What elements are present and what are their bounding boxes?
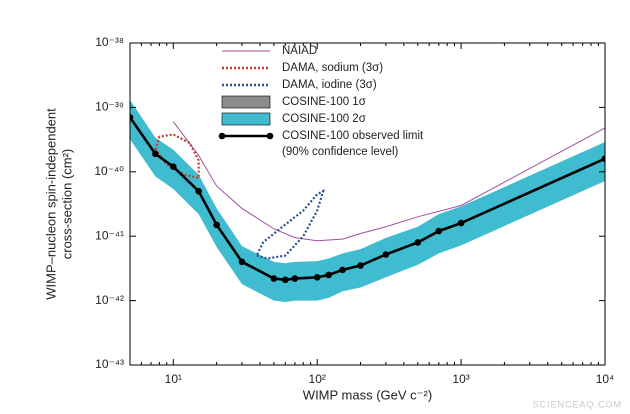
y-tick-label: 10⁻⁴²: [95, 293, 124, 307]
legend-label: NAIAD: [282, 45, 317, 57]
data-point: [325, 271, 332, 279]
x-tick-label: 10⁴: [596, 372, 615, 386]
data-point: [270, 275, 278, 282]
legend-label: COSINE-100 2σ: [282, 113, 366, 125]
data-point: [281, 276, 289, 284]
data-point: [291, 275, 299, 282]
data-point: [238, 258, 246, 266]
data-point: [170, 163, 177, 171]
data-line: [172, 121, 605, 242]
data-line: [130, 116, 605, 282]
x-tick-label: 10²: [309, 372, 326, 386]
plot-area: [130, 100, 605, 303]
data-point: [152, 150, 159, 158]
legend-label: COSINE-100 observed limit (90% confidence…: [282, 130, 424, 158]
y-axis-label: WIMP–nucleon spin-independent: [43, 108, 58, 300]
data-point: [313, 274, 321, 281]
legend-label: COSINE-100 1σ: [282, 96, 366, 108]
data-point: [414, 239, 422, 246]
data-point: [435, 227, 443, 235]
y-tick-label: 10⁻³⁸: [95, 35, 124, 49]
y-tick-label: 10⁻³⁹: [95, 100, 124, 114]
legend-swatch: [221, 95, 271, 109]
x-tick-label: 10³: [452, 372, 469, 386]
data-point: [213, 221, 220, 229]
data-point: [457, 219, 465, 227]
data-line: [255, 189, 325, 260]
data-point: [357, 262, 364, 269]
data-point: [130, 114, 134, 121]
y-tick-label: 10⁻⁴⁰: [94, 164, 124, 178]
data-point: [195, 187, 202, 195]
y-tick-label: 10⁻⁴¹: [95, 228, 124, 242]
watermark: SCIENCEAQ.COM: [532, 399, 622, 409]
confidence-band: [130, 100, 605, 303]
plot-frame: [129, 42, 606, 366]
x-tick-label: 10¹: [165, 372, 182, 386]
legend-label: DAMA, iodine (3σ): [282, 79, 377, 91]
data-line: [154, 133, 200, 180]
legend-marker: [218, 132, 226, 140]
legend-marker: [266, 132, 274, 140]
y-axis-label: cross-section (cm²): [59, 149, 74, 260]
data-point: [382, 251, 390, 258]
legend-swatch: [221, 112, 271, 126]
data-point: [601, 155, 605, 162]
y-tick-label: 10⁻⁴³: [95, 357, 124, 371]
legend-label: DAMA, sodium (3σ): [282, 62, 383, 74]
data-point: [339, 266, 346, 274]
x-axis-label: WIMP mass (GeV c⁻²): [303, 387, 432, 402]
